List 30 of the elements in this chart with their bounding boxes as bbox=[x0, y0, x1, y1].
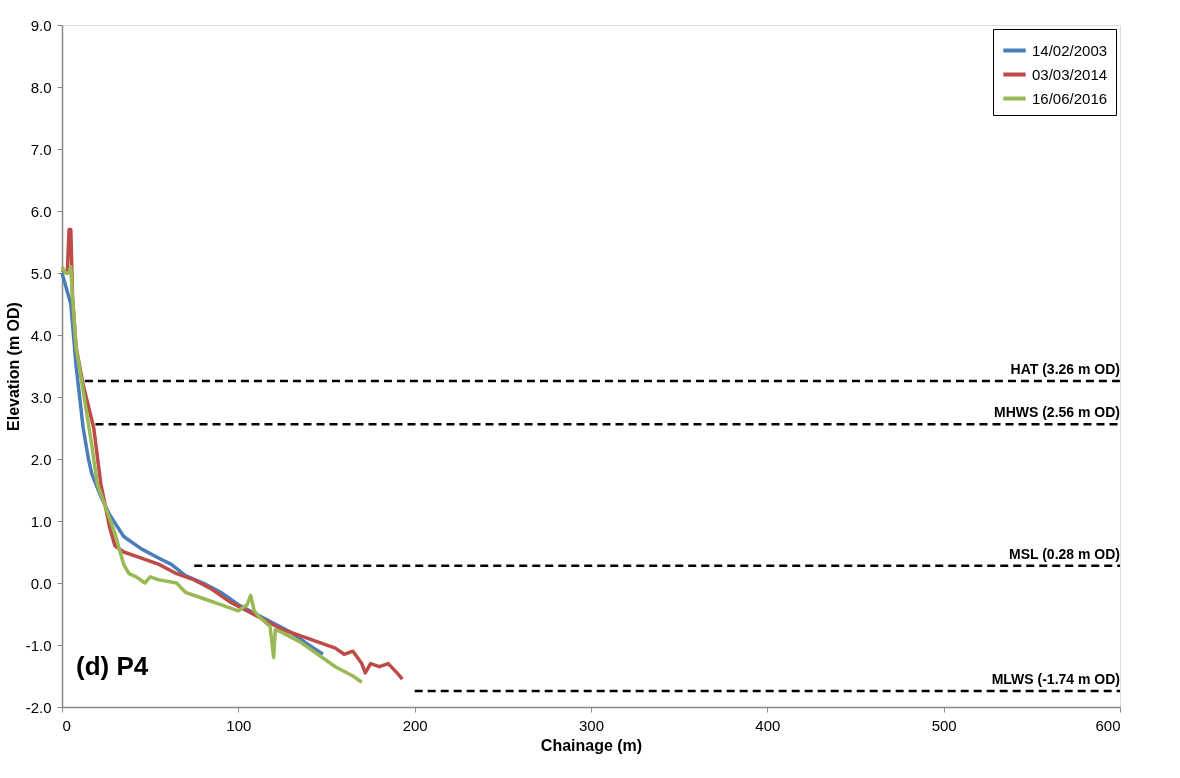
y-tick-label: 3.0 bbox=[30, 388, 52, 406]
legend-label: 14/02/2003 bbox=[1032, 41, 1108, 59]
y-tick-label: 6.0 bbox=[30, 202, 52, 220]
y-tick-label: -2.0 bbox=[25, 698, 52, 716]
y-tick-label: 4.0 bbox=[30, 326, 52, 344]
x-axis-title: Chainage (m) bbox=[540, 736, 643, 754]
x-tick-label: 500 bbox=[931, 716, 957, 734]
line-series bbox=[60, 265, 364, 684]
annotation: HAT (3.26 m OD) bbox=[1010, 360, 1120, 377]
x-tick-label: 400 bbox=[755, 716, 781, 734]
x-tick-label: 0 bbox=[62, 716, 71, 734]
y-tick-label: 2.0 bbox=[30, 450, 52, 468]
y-tick-label: 8.0 bbox=[30, 78, 52, 96]
annotation: MLWS (-1.74 m OD) bbox=[991, 670, 1120, 687]
x-tick-label: 200 bbox=[402, 716, 428, 734]
y-tick-label: -1.0 bbox=[25, 636, 52, 654]
annotation: MSL (0.28 m OD) bbox=[1009, 545, 1120, 562]
x-tick-label: 100 bbox=[226, 716, 252, 734]
x-tick-label: 300 bbox=[578, 716, 605, 734]
y-tick-label: 1.0 bbox=[30, 512, 52, 530]
y-tick-label: 7.0 bbox=[30, 140, 52, 158]
annotation: (d) P4 bbox=[76, 651, 149, 681]
y-tick-label: 5.0 bbox=[30, 264, 52, 282]
y-tick-label: 9.0 bbox=[30, 16, 52, 34]
y-axis-title: Elevation (m OD) bbox=[4, 302, 22, 431]
legend-label: 16/06/2016 bbox=[1032, 89, 1108, 107]
legend-label: 03/03/2014 bbox=[1032, 65, 1108, 83]
annotation: MHWS (2.56 m OD) bbox=[993, 404, 1120, 421]
x-tick-label: 600 bbox=[1095, 716, 1121, 734]
y-tick-label: 0.0 bbox=[30, 574, 52, 592]
